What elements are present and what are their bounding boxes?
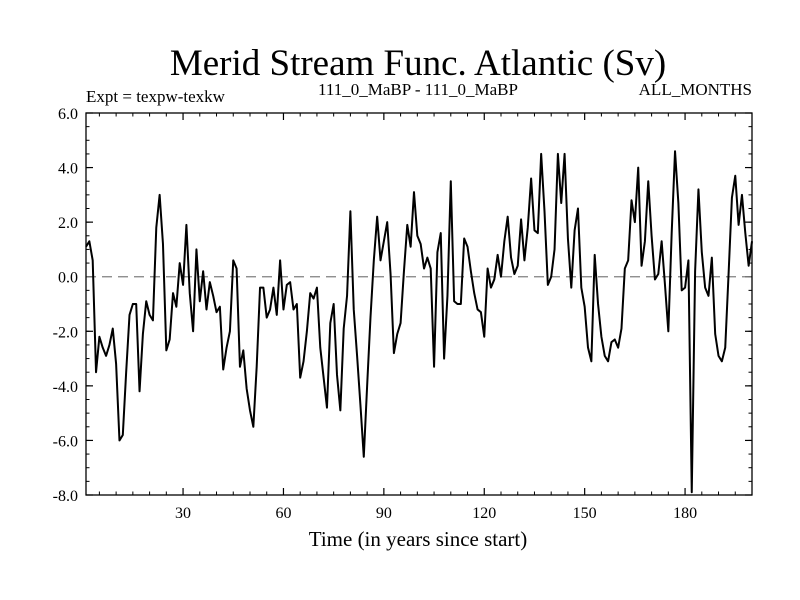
x-tick-label: 30 bbox=[175, 505, 191, 522]
period-label: 111_0_MaBP - 111_0_MaBP bbox=[318, 80, 518, 99]
chart-title: Merid Stream Func. Atlantic (Sv) bbox=[170, 43, 666, 84]
experiment-label: Expt = texpw-texkw bbox=[86, 87, 226, 106]
x-tick-label: 150 bbox=[573, 505, 597, 522]
x-tick-label: 60 bbox=[275, 505, 291, 522]
y-tick-label: 2.0 bbox=[58, 215, 78, 232]
y-tick-label: -6.0 bbox=[53, 433, 78, 450]
y-tick-label: -8.0 bbox=[53, 488, 78, 505]
y-tick-label: 0.0 bbox=[58, 270, 78, 287]
y-tick-label: 6.0 bbox=[58, 106, 78, 123]
months-label: ALL_MONTHS bbox=[639, 80, 752, 99]
series-line bbox=[85, 150, 753, 494]
y-tick-label: -4.0 bbox=[53, 379, 78, 396]
x-tick-label: 120 bbox=[472, 505, 496, 522]
y-tick-label: 4.0 bbox=[58, 161, 78, 178]
y-tick-label: -2.0 bbox=[53, 324, 78, 341]
y-axis: -8.0 -6.0 -4.0 -2.0 0.0 2.0 4.0 6.0 bbox=[53, 106, 752, 505]
x-tick-label: 90 bbox=[376, 505, 392, 522]
plot-frame bbox=[85, 112, 753, 496]
x-axis-label: Time (in years since start) bbox=[309, 527, 528, 551]
x-tick-label: 180 bbox=[673, 505, 697, 522]
